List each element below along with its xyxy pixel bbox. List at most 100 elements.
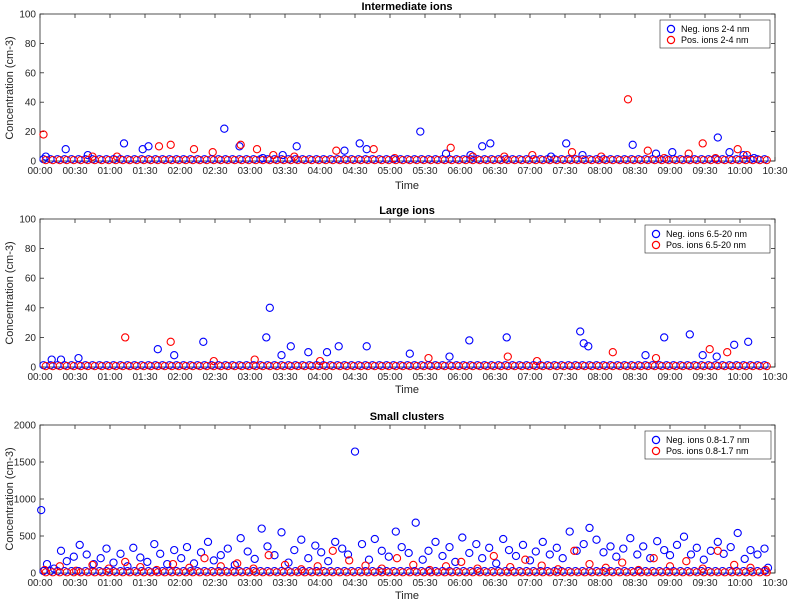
x-tick-label: 07:30 bbox=[552, 372, 577, 383]
data-point-pos-baseline bbox=[286, 568, 295, 577]
data-point-neg bbox=[203, 537, 213, 547]
data-point-pos-baseline bbox=[657, 568, 666, 577]
data-point-pos-baseline bbox=[643, 156, 652, 165]
data-point-neg bbox=[739, 150, 748, 160]
data-point-pos-baseline bbox=[531, 156, 540, 165]
data-point-neg bbox=[163, 559, 172, 569]
data-point-neg bbox=[216, 551, 225, 560]
data-point-pos-baseline bbox=[461, 362, 470, 371]
data-point-neg bbox=[96, 554, 105, 563]
data-point-pos bbox=[168, 559, 178, 569]
data-point-neg bbox=[334, 342, 343, 351]
x-tick-label: 10:00 bbox=[727, 372, 752, 383]
x-tick-label: 03:00 bbox=[237, 578, 262, 589]
data-point-neg bbox=[725, 148, 734, 157]
x-tick-label: 09:30 bbox=[692, 578, 717, 589]
data-point-pos-baseline bbox=[692, 156, 701, 165]
data-point-pos-baseline bbox=[69, 362, 78, 371]
data-point-pos-baseline bbox=[160, 156, 169, 165]
legend-marker-neg bbox=[651, 229, 661, 239]
data-point-pos-baseline bbox=[174, 362, 183, 371]
data-point-pos-baseline bbox=[594, 362, 603, 371]
data-point-neg bbox=[538, 537, 547, 547]
data-point-pos-baseline bbox=[244, 156, 253, 165]
data-point-neg bbox=[116, 549, 125, 558]
x-tick-label: 09:00 bbox=[657, 166, 682, 177]
data-point-pos bbox=[489, 551, 498, 561]
data-point-pos bbox=[521, 555, 530, 564]
data-point-neg bbox=[83, 150, 92, 160]
data-point-pos-baseline bbox=[601, 568, 610, 577]
data-point-neg bbox=[578, 150, 587, 160]
data-point-pos-baseline bbox=[244, 568, 253, 577]
legend-label-pos: Pos. ions 6.5-20 nm bbox=[666, 240, 746, 250]
x-tick-label: 08:00 bbox=[587, 578, 612, 589]
data-point-pos-baseline bbox=[118, 568, 127, 577]
data-point-neg bbox=[486, 139, 495, 148]
x-tick-label: 01:00 bbox=[97, 372, 122, 383]
data-point-neg bbox=[628, 140, 637, 149]
data-point-pos-baseline bbox=[62, 362, 71, 371]
data-point-neg bbox=[418, 555, 427, 564]
data-point-pos-baseline bbox=[699, 362, 708, 371]
x-tick-label: 04:00 bbox=[307, 372, 332, 383]
data-point-pos-baseline bbox=[713, 362, 722, 371]
data-point-neg bbox=[362, 145, 371, 154]
data-point-pos bbox=[200, 554, 209, 563]
data-point-pos-baseline bbox=[650, 568, 659, 577]
data-point-neg bbox=[585, 523, 594, 533]
x-tick-label: 10:30 bbox=[762, 578, 787, 589]
data-point-pos bbox=[55, 562, 64, 571]
data-point-neg bbox=[129, 543, 138, 552]
data-point-pos-baseline bbox=[377, 362, 386, 371]
data-point-pos bbox=[166, 140, 175, 149]
data-point-neg bbox=[445, 542, 454, 552]
data-point-neg bbox=[518, 540, 528, 550]
legend-box bbox=[659, 19, 771, 49]
data-point-neg bbox=[189, 559, 199, 568]
data-point-pos bbox=[698, 139, 707, 148]
data-point-pos-baseline bbox=[195, 568, 204, 577]
data-point-pos-baseline bbox=[398, 156, 407, 165]
data-point-neg bbox=[531, 547, 540, 556]
data-point-pos-baseline bbox=[195, 156, 204, 165]
data-point-pos-baseline bbox=[755, 362, 764, 371]
data-point-pos bbox=[682, 557, 691, 566]
data-point-pos-baseline bbox=[216, 156, 225, 165]
data-point-pos-baseline bbox=[62, 156, 71, 165]
data-point-pos-baseline bbox=[748, 156, 757, 165]
data-point-neg bbox=[646, 554, 655, 563]
data-point-pos bbox=[216, 562, 225, 571]
data-point-pos-baseline bbox=[160, 568, 169, 577]
data-point-pos-baseline bbox=[405, 362, 414, 371]
data-point-pos-baseline bbox=[328, 156, 337, 165]
x-tick-label: 03:30 bbox=[272, 372, 297, 383]
data-point-pos-baseline bbox=[636, 156, 645, 165]
data-point-pos-baseline bbox=[76, 568, 85, 577]
data-point-neg bbox=[61, 145, 70, 154]
data-point-pos-baseline bbox=[496, 568, 505, 577]
data-point-pos-baseline bbox=[482, 156, 491, 165]
data-point-neg bbox=[357, 539, 367, 549]
data-point-pos-baseline bbox=[678, 362, 687, 371]
y-tick-label: 20 bbox=[25, 333, 37, 344]
x-tick-label: 02:30 bbox=[202, 372, 227, 383]
data-point-neg bbox=[686, 550, 696, 559]
data-point-pos-baseline bbox=[433, 362, 442, 371]
data-point-pos-baseline bbox=[524, 362, 533, 371]
data-point-neg bbox=[706, 546, 715, 555]
data-point-neg bbox=[458, 533, 467, 542]
x-tick-label: 05:00 bbox=[377, 578, 402, 589]
data-point-neg bbox=[733, 528, 742, 538]
data-point-neg bbox=[262, 333, 271, 342]
data-point-neg bbox=[713, 133, 722, 142]
data-point-pos-baseline bbox=[741, 568, 750, 577]
data-point-neg bbox=[235, 142, 244, 151]
data-point-pos-baseline bbox=[573, 156, 582, 165]
data-point-pos-baseline bbox=[748, 362, 757, 371]
x-tick-label: 05:30 bbox=[412, 372, 437, 383]
data-point-neg bbox=[109, 558, 118, 567]
data-point-pos bbox=[166, 337, 175, 346]
x-axis-label: Time bbox=[395, 180, 419, 192]
data-point-pos-baseline bbox=[265, 568, 274, 577]
